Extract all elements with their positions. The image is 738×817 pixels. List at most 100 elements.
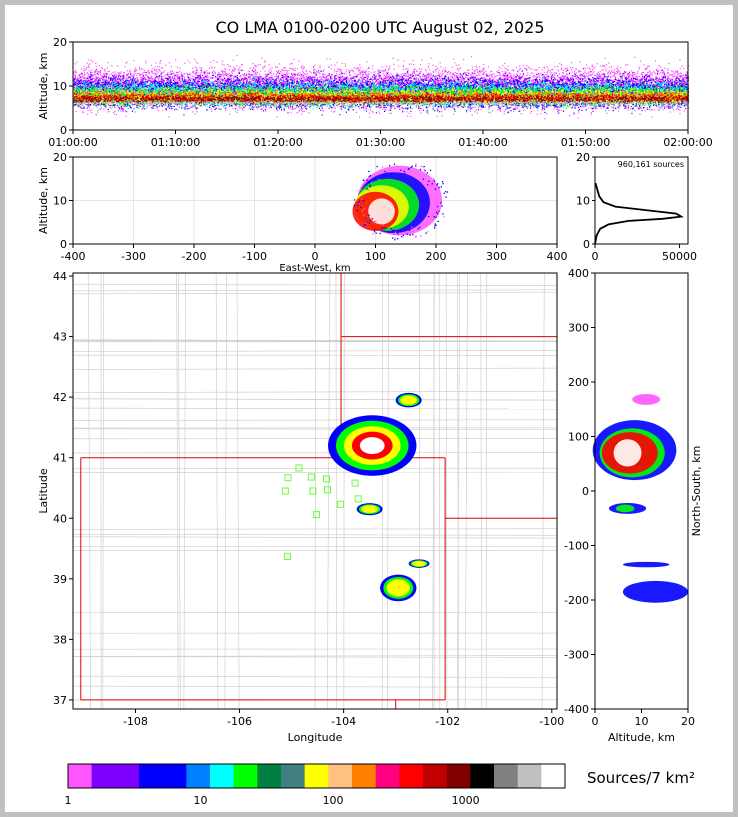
source-pixel [296,112,297,113]
source-pixel [579,61,580,62]
source-pixel [233,67,234,68]
source-pixel [305,78,306,79]
source-pixel [372,65,373,66]
source-pixel [379,74,380,75]
source-pixel [603,65,604,66]
source-pixel [574,76,575,77]
source-pixel [666,75,667,76]
source-pixel [561,110,562,111]
source-pixel [155,67,156,68]
source-pixel [99,81,100,82]
source-pixel [437,108,438,109]
source-pixel [130,75,131,76]
source-pixel [523,78,524,79]
source-pixel [634,74,635,75]
source-pixel [156,108,157,109]
source-pixel [667,68,668,69]
source-pixel [389,113,390,114]
source-pixel [130,71,131,72]
source-pixel [606,64,607,65]
source-pixel [493,73,494,74]
source-pixel [76,111,77,112]
source-pixel [330,59,331,60]
source-pixel [456,73,457,74]
source-pixel [497,75,498,76]
source-pixel [521,113,522,114]
source-pixel [537,76,538,77]
source-pixel [170,70,171,71]
source-pixel [653,71,654,72]
source-pixel [370,110,371,111]
source-pixel [386,66,387,67]
source-pixel [365,106,366,107]
source-pixel [455,72,456,73]
source-pixel [407,116,408,117]
source-pixel [350,71,351,72]
source-pixel [512,82,513,83]
source-pixel [546,113,547,114]
source-pixel [150,105,151,106]
source-pixel [625,64,626,65]
source-pixel [655,60,656,61]
source-pixel [634,110,635,111]
source-pixel [669,74,670,75]
source-pixel [507,66,508,67]
source-pixel [334,65,335,66]
source-pixel [91,109,92,110]
source-pixel [175,59,176,60]
source-pixel [580,73,581,74]
source-pixel [83,66,84,67]
source-pixel [641,72,642,73]
source-pixel [485,71,486,72]
source-pixel [102,68,103,69]
source-pixel [76,62,77,63]
source-pixel [270,68,271,69]
source-pixel [89,70,90,71]
source-pixel [323,71,324,72]
source-pixel [463,80,464,81]
source-pixel [637,106,638,107]
source-pixel [253,76,254,77]
source-pixel [229,69,230,70]
source-pixel [527,74,528,75]
source-pixel [319,72,320,73]
source-pixel [321,79,322,80]
source-pixel [265,74,266,75]
source-pixel [611,70,612,71]
source-pixel [74,71,75,72]
source-pixel [457,68,458,69]
source-pixel [639,114,640,115]
source-pixel [419,68,420,69]
source-pixel [541,109,542,110]
source-pixel [89,107,90,108]
source-pixel [112,72,113,73]
source-pixel [551,105,552,106]
source-pixel [550,70,551,71]
source-pixel [261,58,262,59]
source-pixel [100,73,101,74]
source-pixel [659,107,660,108]
source-pixel [513,69,514,70]
source-pixel [496,71,497,72]
lma-figure: CO LMA 0100-0200 UTC August 02, 2025 010… [5,5,733,812]
source-pixel [462,79,463,80]
source-pixel [128,108,129,109]
source-pixel [650,73,651,74]
source-pixel [475,106,476,107]
source-pixel [637,71,638,72]
source-pixel [668,63,669,64]
source-pixel [236,55,237,56]
source-pixel [355,68,356,69]
source-pixel [557,66,558,67]
source-pixel [574,71,575,72]
source-pixel [513,111,514,112]
source-pixel [242,74,243,75]
source-pixel [379,113,380,114]
source-pixel [537,110,538,111]
source-pixel [333,111,334,112]
figure-title: CO LMA 0100-0200 UTC August 02, 2025 [215,18,544,37]
source-pixel [482,70,483,71]
source-pixel [133,73,134,74]
source-pixel [428,63,429,64]
source-pixel [597,63,598,64]
